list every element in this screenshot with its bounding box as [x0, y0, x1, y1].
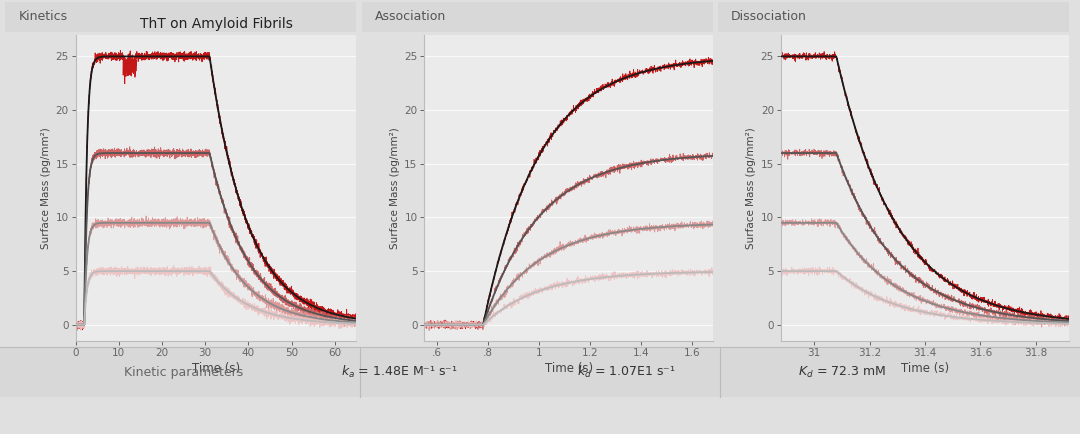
Text: Kinetics: Kinetics [18, 10, 67, 23]
Y-axis label: Surface Mass (pg/mm²): Surface Mass (pg/mm²) [41, 127, 51, 249]
X-axis label: Time (s): Time (s) [544, 362, 593, 375]
Text: Association: Association [375, 10, 446, 23]
Text: $k_d$ = 1.07E1 s⁻¹: $k_d$ = 1.07E1 s⁻¹ [577, 364, 676, 381]
Text: $K_d$ = 72.3 mM: $K_d$ = 72.3 mM [798, 365, 887, 380]
X-axis label: Time (s): Time (s) [192, 362, 240, 375]
X-axis label: Time (s): Time (s) [901, 362, 949, 375]
Y-axis label: Surface Mass (pg/mm²): Surface Mass (pg/mm²) [390, 127, 400, 249]
Text: $k_a$ = 1.48E M⁻¹ s⁻¹: $k_a$ = 1.48E M⁻¹ s⁻¹ [341, 364, 458, 381]
Text: Dissociation: Dissociation [731, 10, 807, 23]
Y-axis label: Surface Mass (pg/mm²): Surface Mass (pg/mm²) [746, 127, 756, 249]
Text: Kinetic parameters: Kinetic parameters [124, 366, 243, 379]
Title: ThT on Amyloid Fibrils: ThT on Amyloid Fibrils [139, 17, 293, 31]
